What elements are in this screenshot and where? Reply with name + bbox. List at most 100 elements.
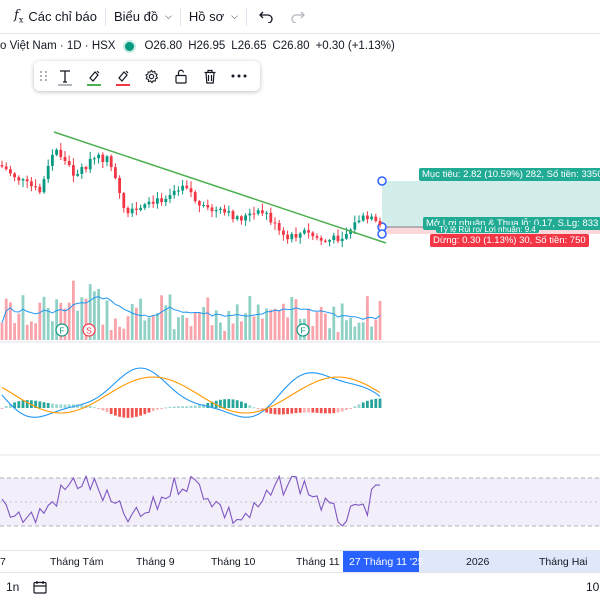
volume-bar (315, 312, 319, 340)
volume-bar (282, 303, 285, 340)
macd-bar (17, 401, 21, 408)
drag-handle-icon[interactable] (38, 71, 50, 81)
marker-f[interactable]: F (296, 323, 310, 337)
volume-bar (357, 322, 361, 340)
candle-body (235, 216, 239, 220)
volume-bar (143, 320, 147, 340)
macd-bar (156, 408, 159, 410)
volume-bar (168, 294, 172, 340)
profile-button[interactable]: Hồ sơ ⌵ (181, 0, 246, 34)
macd-bar (101, 408, 105, 411)
volume-bar (206, 297, 210, 340)
high-value: H26.95 (188, 40, 226, 52)
candle-body (244, 215, 247, 221)
candle-body (298, 233, 302, 238)
macd-bar (135, 408, 138, 417)
volume-bar (122, 328, 126, 340)
volume-bar (126, 316, 130, 340)
calendar-icon[interactable] (33, 580, 47, 594)
line-color-button[interactable] (79, 61, 108, 91)
more-button[interactable] (224, 61, 253, 91)
candle-body (46, 165, 50, 180)
delete-button[interactable] (195, 61, 224, 91)
volume-bar (378, 300, 382, 340)
low-value: L26.65 (231, 40, 267, 52)
volume-bar (4, 298, 8, 340)
candle-body (122, 193, 126, 208)
candle-body (63, 157, 67, 162)
volume-bar (59, 302, 63, 340)
volume-bar (30, 321, 33, 340)
candle-body (25, 179, 29, 182)
volume-bar (139, 298, 142, 340)
candle-body (72, 165, 75, 176)
target-handle[interactable] (377, 176, 387, 186)
stop-handle[interactable] (377, 229, 387, 239)
macd-bar (273, 408, 277, 415)
line-color-underline (87, 84, 101, 86)
macd-bar (277, 408, 281, 415)
settings-button[interactable] (137, 61, 166, 91)
macd-bar (80, 404, 84, 408)
symbol-title[interactable]: o Việt Nam · 1D · HSX (0, 40, 116, 52)
candle-body (294, 233, 298, 238)
trendline[interactable] (53, 131, 387, 244)
macd-bar (25, 400, 29, 408)
volume-bar (349, 317, 352, 340)
macd-bar (298, 408, 302, 413)
candle-body (126, 207, 130, 214)
open-value: O26.80 (144, 40, 183, 52)
volume-bar (97, 288, 100, 340)
candle-body (345, 233, 348, 239)
time-label: Tháng 11 (296, 556, 340, 568)
lock-button[interactable] (166, 61, 195, 91)
macd-bar (114, 408, 117, 416)
macd-bar (353, 406, 357, 408)
candle-body (109, 156, 113, 168)
candle-body (156, 198, 159, 204)
candle-body (147, 201, 151, 205)
stop-label: Dừng: 0.30 (1.13%) 30, Số tiền: 750 (430, 234, 589, 247)
volume-bar (38, 302, 42, 340)
macd-bar (76, 404, 79, 408)
volume-bar (244, 313, 247, 340)
time-axis[interactable]: 7 Tháng Tám Tháng 9 Tháng 10 Tháng 11 27… (0, 550, 600, 573)
candle-body (374, 216, 378, 221)
indicators-button[interactable]: fx Các chỉ báo (0, 0, 105, 34)
fill-color-button[interactable] (108, 61, 137, 91)
text-button[interactable] (50, 61, 79, 91)
toolbar-divider (179, 7, 181, 26)
macd-bar (361, 402, 365, 408)
candle-body (265, 212, 268, 214)
macd-bar (265, 408, 268, 413)
macd-bar (252, 407, 256, 409)
text-icon (59, 70, 70, 83)
marker-s[interactable]: S (82, 323, 96, 337)
interval-button[interactable]: 1n (6, 579, 20, 594)
volume-bar (34, 323, 37, 340)
candle-body (130, 208, 134, 214)
volume-bar (118, 326, 121, 340)
candle-body (256, 210, 260, 214)
macd-bar (147, 408, 151, 413)
macd-bar (189, 405, 193, 408)
undo-button[interactable] (247, 0, 285, 34)
chart-type-button[interactable]: Biểu đồ ⌵ (106, 0, 180, 34)
crosshair-date-highlight (343, 551, 419, 573)
macd-bar (244, 403, 247, 408)
candle-body (76, 173, 79, 176)
candle-body (366, 215, 369, 220)
volume-bar (42, 296, 46, 340)
chart-type-label: Biểu đồ (113, 9, 159, 24)
candle-body (59, 149, 63, 158)
volume-bar (147, 317, 151, 340)
redo-button[interactable] (285, 0, 311, 34)
volume-bar (130, 303, 134, 340)
marker-f[interactable]: F (55, 323, 69, 337)
candle-body (277, 223, 281, 231)
text-color-underline (58, 84, 72, 86)
candle-body (88, 158, 92, 170)
chart-canvas[interactable]: F S F (0, 0, 600, 550)
volume-bar (25, 324, 29, 340)
volume-bar (84, 298, 88, 340)
